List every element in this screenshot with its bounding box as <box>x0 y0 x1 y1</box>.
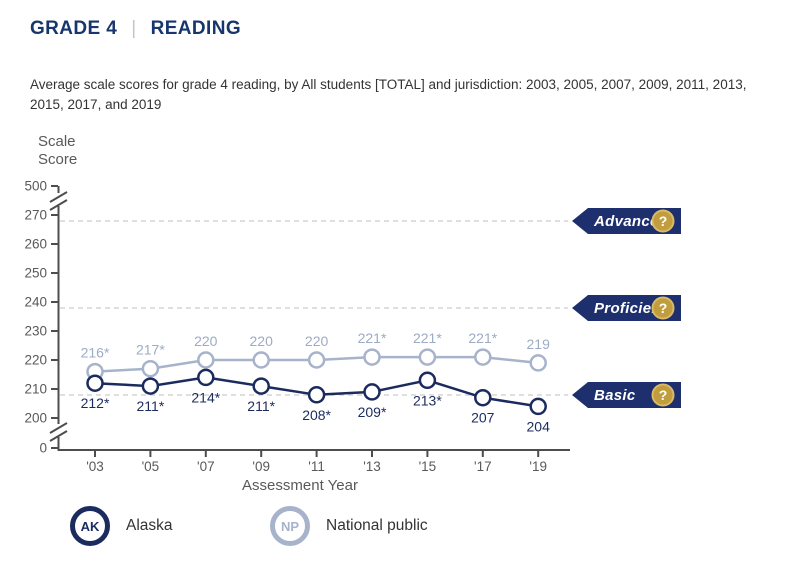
np-point-label-2013: 221* <box>358 330 387 346</box>
badge-advanced-label: Advanced <box>593 213 669 230</box>
ak-point-label-2005: 211* <box>137 398 165 414</box>
np-point-label-2011: 220 <box>305 333 329 349</box>
x-axis-title: Assessment Year <box>242 477 358 494</box>
advanced-help-icon[interactable]: ? <box>651 209 675 233</box>
alaska-series-icon: AK <box>70 506 110 546</box>
badge-proficient-label: Proficient <box>594 300 667 317</box>
ak-point-2003 <box>86 374 104 392</box>
badge-proficient: Proficient? <box>572 295 681 321</box>
title-divider: | <box>131 18 137 39</box>
np-point-2011 <box>307 351 326 369</box>
national-public-abbr: NP <box>280 518 300 534</box>
y-tick-label: 210 <box>24 382 47 397</box>
x-tick-label: '13 <box>363 459 381 474</box>
ak-point-2009 <box>252 377 270 395</box>
np-point-label-2007: 220 <box>194 333 218 349</box>
x-tick-label: '05 <box>142 459 160 474</box>
ak-point-2011 <box>307 386 326 404</box>
x-tick-label: '17 <box>474 459 492 474</box>
ak-point-label-2017: 207 <box>471 410 495 426</box>
ak-point-label-2003: 212* <box>81 395 110 411</box>
np-point-2013 <box>363 348 381 366</box>
ak-point-2013 <box>363 383 381 401</box>
ak-point-label-2015: 213* <box>413 392 442 408</box>
np-point-label-2005: 217* <box>136 342 165 358</box>
ak-point-label-2019: 204 <box>527 418 551 434</box>
x-tick-label: '07 <box>197 459 215 474</box>
y-axis <box>49 186 68 450</box>
np-point-label-2019: 219 <box>527 336 551 352</box>
svg-text:?: ? <box>659 213 668 229</box>
series-np: 216* 217* 220 220 220 221* 221* 221* 219 <box>81 330 551 381</box>
basic-help-icon[interactable]: ? <box>651 383 675 407</box>
np-point-label-2017: 221* <box>468 330 497 346</box>
grade-title: GRADE 4 <box>30 18 118 39</box>
national-public-legend-label: National public <box>326 517 428 534</box>
x-tick-label: '15 <box>419 459 437 474</box>
x-tick-label: '09 <box>252 459 270 474</box>
np-point-2007 <box>197 351 215 369</box>
y-axis-break-icon <box>49 430 68 442</box>
y-axis-title: Scale <box>38 133 76 150</box>
badge-basic-label: Basic <box>594 387 636 404</box>
ak-point-label-2013: 209* <box>358 404 387 420</box>
y-axis-break-icon <box>49 422 68 434</box>
badge-advanced: Advanced? <box>572 208 681 234</box>
ak-point-2019 <box>529 397 547 416</box>
np-point-label-2015: 221* <box>413 330 442 346</box>
y-tick-label: 260 <box>24 237 47 252</box>
ak-point-label-2009: 211* <box>247 398 275 414</box>
np-point-label-2003: 216* <box>81 345 110 361</box>
chart-description: Average scale scores for grade 4 reading… <box>30 76 747 112</box>
y-tick-label: 200 <box>24 411 47 426</box>
ak-point-2007 <box>197 368 215 387</box>
svg-text:?: ? <box>659 300 668 316</box>
y-tick-label: 250 <box>24 266 47 281</box>
x-tick-label: '19 <box>529 459 547 474</box>
y-tick-label: 270 <box>24 208 47 223</box>
y-tick-label: 0 <box>39 441 47 456</box>
y-tick-label: 220 <box>24 353 47 368</box>
x-tick-label: '03 <box>86 459 104 474</box>
ak-point-2015 <box>418 371 437 390</box>
series-ak: 212* 211* 214* 211* 208* 209* 213* 207 204 <box>81 368 551 434</box>
y-tick-label: 230 <box>24 324 47 339</box>
subject-title: READING <box>150 18 242 39</box>
np-point-2009 <box>252 351 270 369</box>
y-tick-label: 500 <box>24 179 47 194</box>
ak-point-2005 <box>141 377 160 395</box>
y-axis-break-icon <box>49 191 68 203</box>
x-tick-label: '11 <box>308 459 325 474</box>
np-point-label-2009: 220 <box>250 333 274 349</box>
alaska-abbr: AK <box>80 518 100 534</box>
y-axis-break-icon <box>49 199 68 211</box>
np-point-2015 <box>418 348 437 366</box>
badge-basic: Basic? <box>572 382 681 408</box>
page-title: GRADE 4 | READING <box>30 18 241 40</box>
ak-point-label-2011: 208* <box>302 407 331 423</box>
proficient-help-icon[interactable]: ? <box>651 296 675 320</box>
alaska-legend-label: Alaska <box>126 517 173 534</box>
legend-item-alaska: AK Alaska <box>70 506 173 546</box>
national-public-series-icon: NP <box>270 506 310 546</box>
ak-point-label-2007: 214* <box>191 389 220 405</box>
ak-point-2017 <box>474 388 492 407</box>
np-point-2005 <box>141 359 160 378</box>
np-point-2017 <box>474 348 492 366</box>
np-point-2019 <box>529 354 547 372</box>
legend-item-national-public: NP National public <box>270 506 428 546</box>
y-tick-label: 240 <box>24 295 47 310</box>
svg-text:?: ? <box>659 387 668 403</box>
y-axis-title: Score <box>38 151 77 168</box>
